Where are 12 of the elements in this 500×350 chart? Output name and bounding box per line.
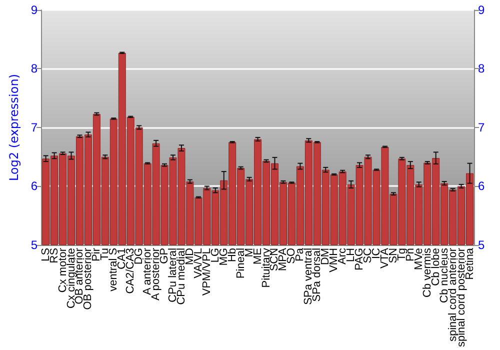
y2-tick-label: 6 <box>478 179 485 194</box>
x-tick-label: Tg <box>396 248 408 261</box>
y-tick-label: 7 <box>30 120 38 134</box>
y-tick-label: 5 <box>30 238 38 252</box>
y2-tick-label: 8 <box>478 62 485 76</box>
y-tick-label: 8 <box>30 62 38 76</box>
y2-tick-label: 5 <box>478 238 485 252</box>
y2-tick-label: 7 <box>478 120 485 134</box>
y2-tick-label: 9 <box>478 3 485 17</box>
y-axis-title: Log2 (expression) <box>7 74 21 181</box>
y-tick-label: 6 <box>30 179 38 194</box>
y-tick-label: 9 <box>30 3 38 17</box>
